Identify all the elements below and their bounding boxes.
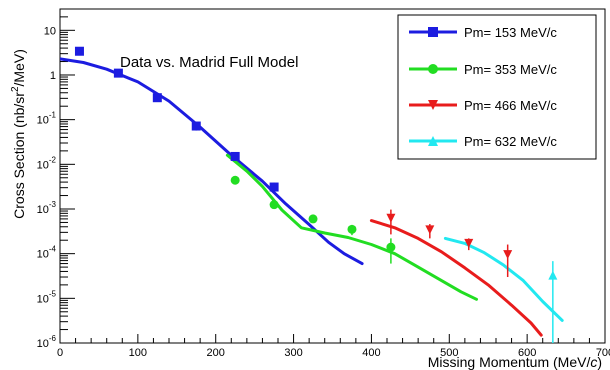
data-point-triangle-down [428, 100, 438, 110]
data-point-circle [347, 224, 357, 234]
data-point-square [74, 46, 84, 56]
legend-label: Pm= 353 MeV/c [464, 62, 557, 77]
x-tick-label: 700 [596, 347, 610, 359]
legend-entry: Pm= 353 MeV/c [409, 62, 557, 77]
data-point-square [152, 93, 162, 103]
y-tick-label: 10-4 [37, 245, 57, 261]
y-axis-title: Cross Section (nb/sr2/MeV) [10, 49, 27, 219]
data-point-triangle-down [386, 213, 396, 223]
chart-annotation: Data vs. Madrid Full Model [120, 54, 298, 71]
y-tick-label: 1 [50, 70, 56, 82]
y-tick-label: 10-5 [37, 289, 57, 305]
y-tick-label: 10-1 [37, 111, 57, 127]
legend-label: Pm= 632 MeV/c [464, 134, 557, 149]
legend-label: Pm= 466 MeV/c [464, 98, 557, 113]
data-point-triangle-down [425, 225, 435, 235]
data-point-square [428, 27, 438, 37]
x-tick-label: 500 [440, 347, 458, 359]
x-tick-label: 600 [518, 347, 536, 359]
y-tick-label: 10-2 [37, 155, 57, 171]
x-tick-label: 300 [284, 347, 302, 359]
data-point-square [269, 182, 279, 192]
x-tick-label: 100 [129, 347, 147, 359]
data-points [74, 46, 558, 343]
model-curve [443, 236, 564, 322]
data-point-circle [230, 175, 240, 185]
data-point-triangle-up [428, 136, 438, 146]
legend-box [397, 14, 597, 160]
x-tick-label: 400 [362, 347, 380, 359]
legend-entry: Pm= 153 MeV/c [409, 25, 557, 40]
y-tick-label: 10-3 [37, 200, 57, 216]
data-point-square [230, 151, 240, 161]
legend-entry: Pm= 466 MeV/c [409, 98, 557, 113]
model-curve [225, 153, 478, 301]
data-point-triangle-up [548, 270, 558, 280]
data-point-square [113, 68, 123, 78]
x-tick-label: 200 [207, 347, 225, 359]
data-point-square [191, 121, 201, 131]
model-curves [60, 57, 564, 337]
data-point-triangle-down [503, 250, 513, 260]
data-point-circle [386, 242, 396, 252]
data-point-circle [308, 214, 318, 224]
y-tick-label: 10 [44, 25, 56, 37]
axes: 0 100 200 300 400 500 600 700 10-6 10-5 10-4 10-3 10… [37, 16, 610, 359]
legend: Pm= 153 MeV/c Pm= 353 MeV/c Pm= 466 MeV/c P… [397, 14, 597, 160]
data-point-circle [428, 64, 438, 74]
x-axis-title: Missing Momentum (MeV/c) [428, 354, 602, 370]
x-tick-label: 0 [57, 347, 63, 359]
model-curve [369, 219, 543, 337]
y-tick-label: 10-6 [37, 334, 57, 350]
data-point-triangle-down [464, 238, 474, 248]
data-point-circle [269, 200, 279, 210]
plot-frame [59, 8, 606, 344]
legend-label: Pm= 153 MeV/c [464, 25, 557, 40]
model-curve [60, 57, 364, 266]
legend-entry: Pm= 632 MeV/c [409, 134, 557, 149]
